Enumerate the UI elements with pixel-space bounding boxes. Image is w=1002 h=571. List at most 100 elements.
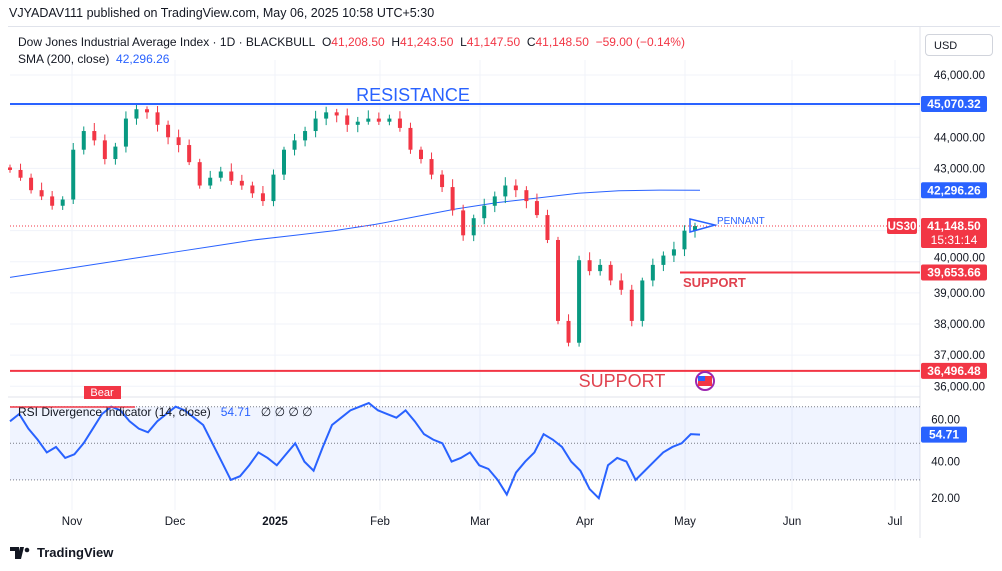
candle-body — [355, 121, 360, 125]
time-tick: Feb — [370, 516, 390, 528]
tradingview-logo[interactable]: TradingView — [10, 545, 113, 560]
candle-body — [145, 109, 149, 113]
chart-frame — [8, 26, 1000, 539]
pennant-label: PENNANT — [717, 216, 765, 227]
last-price-tag: 41,148.50 — [927, 219, 981, 233]
support-high-price-tag: 39,653.66 — [927, 266, 981, 280]
candle-body — [176, 137, 181, 146]
rsi-legend-value: 54.71 — [221, 405, 251, 419]
symbol-title: Dow Jones Industrial Average Index · 1D … — [18, 35, 316, 49]
price-tick: 40,000.00 — [934, 253, 985, 265]
candle-body — [229, 171, 234, 181]
candle-body — [545, 215, 550, 240]
change-value: −59.00 (−0.14%) — [595, 35, 685, 49]
candle-body — [39, 190, 44, 197]
rsi-line — [9, 401, 701, 501]
candle-body — [513, 185, 518, 191]
low-value: 41,147.50 — [466, 35, 521, 49]
candle-body — [81, 131, 86, 150]
support-label-high: SUPPORT — [683, 275, 746, 290]
pennant-shape — [689, 218, 718, 233]
brand-name: TradingView — [37, 545, 114, 560]
candle-body — [197, 162, 202, 186]
candle-body — [303, 131, 308, 141]
candle-body — [598, 264, 603, 272]
candle-body — [345, 115, 350, 125]
time-tick: Apr — [576, 516, 594, 528]
candle-body — [629, 289, 634, 321]
candle-body — [334, 112, 339, 116]
bear-label-bg — [84, 386, 121, 399]
rsi-tick: 40.00 — [931, 457, 960, 469]
bear-label: Bear — [90, 387, 114, 399]
rsi-tick: 60.00 — [931, 415, 960, 427]
sma-price-tag-bg — [921, 182, 987, 199]
countdown: 15:31:14 — [931, 233, 978, 247]
candle-body — [503, 185, 508, 197]
price-tick: 37,000.00 — [934, 350, 985, 362]
resistance-price-tag: 45,070.32 — [927, 97, 981, 111]
price-tick: 46,000.00 — [934, 70, 985, 82]
time-tick: May — [674, 516, 696, 528]
candle-body — [482, 205, 487, 219]
candle-body — [218, 171, 223, 178]
time-tick: Dec — [165, 516, 186, 528]
sma-value: 42,296.26 — [116, 52, 170, 66]
symbol-tag: US30 — [888, 221, 917, 233]
close-value: 41,148.50 — [535, 35, 589, 49]
candle-body — [102, 140, 107, 160]
candle-body — [113, 146, 118, 160]
candle-body — [8, 167, 12, 170]
candle-body — [492, 196, 497, 206]
rsi-title: RSI Divergence Indicator (14, close) — [18, 405, 211, 419]
candle-body — [566, 320, 571, 343]
candle-body — [155, 112, 160, 125]
candle-body — [419, 149, 423, 160]
high-value: 41,243.50 — [400, 35, 454, 49]
currency-button[interactable]: USD — [925, 34, 993, 56]
candle-body — [387, 118, 392, 122]
candle-body — [29, 177, 34, 191]
candle-body — [429, 159, 434, 175]
candle-body — [18, 169, 23, 178]
candle-body — [524, 190, 529, 202]
support-low-price-tag-bg — [921, 362, 987, 379]
price-tick: 36,000.00 — [934, 381, 985, 393]
candle-body — [556, 239, 560, 321]
open-label: O — [321, 35, 332, 49]
sma-label[interactable]: SMA (200, close) — [18, 52, 110, 66]
candle-body — [134, 109, 139, 119]
candle-body — [166, 124, 171, 138]
resistance-label: RESISTANCE — [356, 85, 470, 105]
candle-body — [608, 264, 613, 281]
candle-body — [60, 199, 65, 206]
candle-body — [376, 118, 381, 122]
chart-legend: Dow Jones Industrial Average Index · 1D … — [18, 34, 685, 68]
candle-body — [292, 140, 297, 150]
candle-body — [661, 255, 666, 265]
sma-line — [9, 189, 701, 278]
us-flag-canton — [698, 376, 705, 381]
candle-body — [260, 193, 265, 202]
candle-body — [619, 280, 624, 290]
open-value: 41,208.50 — [331, 35, 385, 49]
last-price-tag-bg — [921, 218, 987, 249]
candle-body — [50, 196, 55, 206]
candle-body — [187, 145, 192, 163]
candle-body — [671, 249, 676, 256]
candle-body — [250, 185, 255, 194]
candle-body — [408, 127, 413, 150]
published-info: VJYADAV111 published on TradingView.com,… — [9, 6, 435, 20]
candle-body — [208, 177, 213, 186]
candle-body — [123, 118, 128, 147]
candle-body — [313, 118, 318, 132]
low-label: L — [460, 35, 467, 49]
candle-body — [450, 187, 455, 211]
candle-body — [271, 174, 276, 202]
candle-body — [461, 210, 466, 236]
tradingview-logo-icon — [10, 546, 30, 559]
candle-body — [397, 118, 402, 128]
candle-body — [92, 131, 97, 141]
rsi-tick: 20.00 — [931, 493, 960, 505]
